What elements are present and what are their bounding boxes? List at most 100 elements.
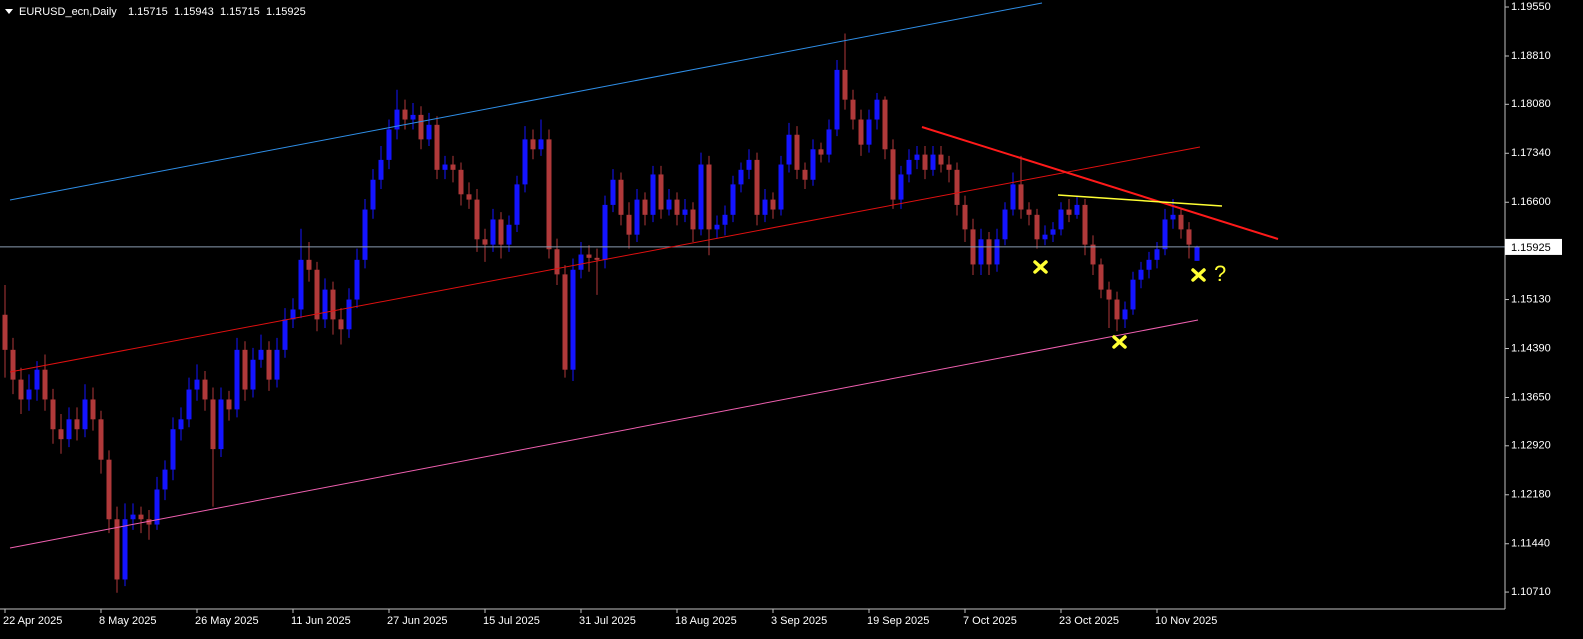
candle-body — [1010, 184, 1016, 210]
candle-body — [66, 419, 72, 440]
candle-body — [530, 139, 536, 150]
candle-body — [146, 519, 152, 525]
candle-body — [1026, 209, 1032, 215]
chart-title: EURUSD_ecn,Daily — [19, 6, 117, 18]
candle-body — [346, 299, 352, 330]
menu-triangle[interactable] — [5, 9, 13, 14]
x-tick-label: 22 Apr 2025 — [3, 615, 62, 627]
candle-body — [922, 154, 928, 170]
price-label: 1.15925 — [1511, 242, 1551, 254]
candle-body — [714, 224, 720, 230]
candle-body — [938, 154, 944, 165]
candle-body — [226, 399, 232, 410]
candle-body — [810, 149, 816, 180]
candle-body — [666, 199, 672, 210]
candle-body — [682, 209, 688, 215]
candle-body — [154, 489, 160, 525]
cross-marker — [1191, 268, 1206, 282]
x-tick-label: 26 May 2025 — [195, 615, 259, 627]
candle-body — [826, 129, 832, 155]
candle-body — [762, 199, 768, 215]
candle-body — [1074, 204, 1080, 215]
candle-body — [866, 119, 872, 145]
candle-body — [754, 159, 760, 215]
candle-body — [562, 274, 568, 370]
y-tick-label: 1.10710 — [1511, 586, 1551, 598]
trendline — [9, 2, 1043, 201]
candle-body — [26, 389, 32, 400]
candle-body — [338, 319, 344, 330]
candle-body — [650, 174, 656, 215]
candle-body — [314, 269, 320, 320]
x-tick-label: 18 Aug 2025 — [675, 615, 737, 627]
y-tick-label: 1.12920 — [1511, 440, 1551, 452]
candle-body — [850, 99, 856, 120]
candle-body — [1058, 209, 1064, 230]
candle-body — [1130, 279, 1136, 310]
candle-body — [930, 154, 936, 170]
candle-body — [122, 519, 128, 580]
candle-body — [466, 194, 472, 200]
y-tick-label: 1.14390 — [1511, 342, 1551, 354]
x-tick-label: 27 Jun 2025 — [387, 615, 448, 627]
candle-body — [210, 399, 216, 450]
candle-body — [202, 379, 208, 400]
x-tick-label: 10 Nov 2025 — [1155, 615, 1217, 627]
candle-body — [578, 254, 584, 270]
candle-body — [626, 214, 632, 235]
candle-body — [274, 349, 280, 380]
candle-body — [1194, 246, 1200, 261]
price-label-box — [1505, 238, 1562, 255]
candle-body — [410, 114, 416, 120]
candle-body — [290, 309, 296, 320]
ohlc-open: 1.15715 — [128, 6, 168, 18]
x-tick-label: 19 Sep 2025 — [867, 615, 929, 627]
x-tick-label: 3 Sep 2025 — [771, 615, 827, 627]
candle-body — [946, 164, 952, 170]
candle-body — [818, 149, 824, 155]
candle-body — [770, 199, 776, 210]
cross-marker — [1033, 260, 1048, 274]
candle-body — [842, 69, 848, 100]
x-tick-label: 31 Jul 2025 — [579, 615, 636, 627]
candle-body — [474, 199, 480, 240]
candle-body — [114, 519, 120, 580]
y-tick-label: 1.13650 — [1511, 391, 1551, 403]
candle-body — [458, 169, 464, 195]
candle-body — [954, 169, 960, 205]
candle-body — [490, 219, 496, 245]
candle-body — [394, 109, 400, 130]
candle-body — [634, 199, 640, 235]
candle-body — [298, 259, 304, 310]
candle-body — [986, 239, 992, 265]
candle-body — [306, 259, 312, 270]
candle-body — [882, 99, 888, 150]
candle-body — [746, 159, 752, 170]
candle-body — [730, 184, 736, 215]
candle-body — [386, 129, 392, 160]
candle-body — [834, 69, 840, 130]
ohlc-high: 1.15943 — [174, 6, 214, 18]
candle-body — [522, 139, 528, 185]
candle-body — [874, 99, 880, 120]
trendline — [9, 319, 1199, 549]
candle-body — [778, 164, 784, 210]
candle-body — [418, 114, 424, 140]
candle-body — [802, 169, 808, 180]
candle-body — [690, 209, 696, 230]
candle-body — [1002, 209, 1008, 240]
candle-body — [354, 259, 360, 300]
plot-area — [0, 33, 1505, 593]
candle-body — [402, 109, 408, 120]
x-tick-label: 11 Jun 2025 — [291, 615, 351, 627]
candle-body — [794, 134, 800, 170]
candle-body — [602, 204, 608, 260]
candle-body — [178, 419, 184, 430]
candle-body — [618, 179, 624, 215]
candle-body — [906, 159, 912, 175]
candle-body — [858, 119, 864, 145]
candle-body — [642, 199, 648, 215]
candle-body — [658, 174, 664, 210]
candle-body — [1162, 219, 1168, 250]
